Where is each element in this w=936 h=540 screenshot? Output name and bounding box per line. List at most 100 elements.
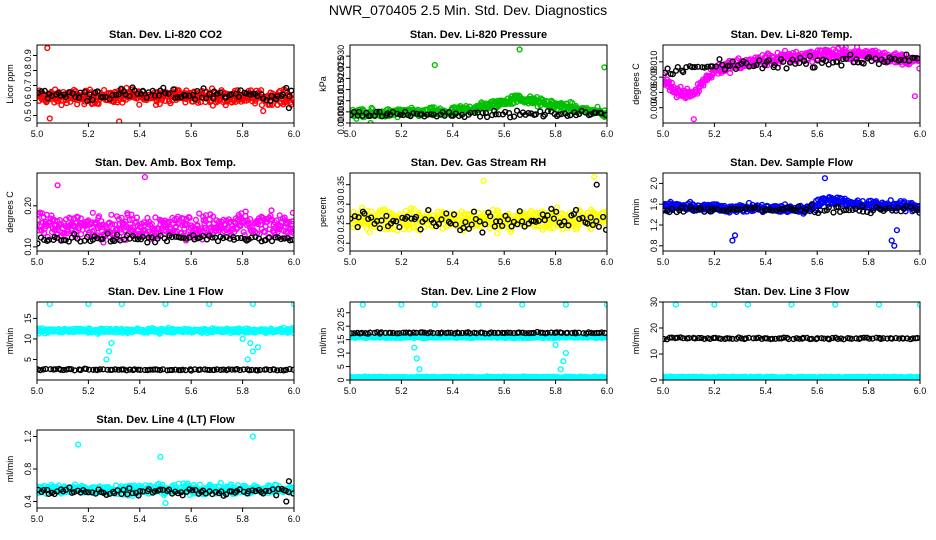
data-point [842, 55, 850, 63]
data-point [479, 329, 486, 336]
outlier-point [557, 366, 564, 373]
data-point [263, 96, 270, 104]
data-point [71, 230, 78, 238]
outlier-point [108, 340, 115, 347]
data-point [853, 56, 860, 63]
data-point [711, 206, 718, 213]
data-point [162, 90, 169, 97]
data-point [765, 57, 772, 64]
plot-frame [36, 44, 295, 124]
x-tick-label: 5.6 [185, 257, 198, 267]
data-point [734, 206, 742, 213]
data-point [161, 97, 169, 105]
panel-title: Stan. Dev. Li-820 CO2 [109, 29, 222, 41]
data-point [355, 108, 363, 116]
data-point [191, 366, 198, 373]
x-tick-label: 5.8 [549, 386, 562, 396]
x-tick-label: 5.2 [395, 129, 408, 139]
y-tick-label: 25 [336, 308, 346, 318]
data-point [289, 327, 294, 334]
x-tick-label: 5.0 [657, 129, 670, 139]
y-axis-label: percent [318, 196, 328, 227]
data-point [209, 213, 217, 220]
data-point [504, 329, 511, 336]
y-tick-label: 15 [336, 335, 346, 345]
data-point [468, 221, 475, 228]
data-point [572, 112, 580, 119]
data-point [60, 366, 67, 374]
points-group [350, 302, 607, 380]
data-point [126, 92, 133, 100]
data-point [186, 92, 193, 100]
data-point [783, 65, 790, 72]
data-point [66, 89, 73, 96]
x-tick-label: 5.8 [549, 257, 562, 267]
plot-frame [662, 172, 921, 252]
data-point [281, 235, 288, 242]
data-point [537, 108, 544, 115]
outlier-point [552, 341, 559, 349]
data-point [98, 218, 105, 225]
data-point [519, 329, 526, 336]
data-point [124, 211, 131, 219]
data-point [663, 69, 668, 76]
y-tick-label: 5 [336, 364, 346, 369]
data-point [514, 221, 521, 228]
data-point [726, 206, 734, 213]
data-point [108, 211, 115, 218]
points-group [37, 174, 294, 247]
plot-frame [349, 44, 608, 124]
data-point [289, 236, 294, 243]
data-point [528, 207, 535, 215]
data-point [271, 366, 278, 373]
outlier-point [290, 302, 294, 308]
outlier-point [562, 350, 570, 357]
data-point [93, 367, 101, 374]
data-point [154, 366, 161, 373]
data-point [482, 330, 489, 337]
data-point [701, 208, 708, 215]
data-point [674, 63, 681, 71]
data-point [376, 225, 384, 232]
data-point [131, 366, 138, 373]
data-point [134, 236, 142, 243]
outlier-point [562, 302, 569, 308]
data-point [286, 93, 293, 100]
outlier-point [413, 355, 420, 362]
data-point [691, 63, 698, 71]
data-point [802, 60, 810, 68]
data-point [279, 91, 287, 98]
data-point [376, 108, 383, 115]
data-point [830, 209, 837, 216]
outlier-point [116, 118, 123, 123]
data-point [160, 84, 167, 91]
data-point [488, 329, 495, 336]
data-point [462, 219, 469, 226]
data-point [811, 64, 818, 71]
data-point [522, 330, 529, 337]
data-point [546, 225, 553, 232]
data-point [286, 366, 293, 373]
data-point [213, 366, 221, 373]
panel-5: Stan. Dev. Gas Stream RH5.0 5.2 5.4 5.6 5.8 6… [318, 157, 613, 267]
data-point [223, 234, 230, 241]
outlier-point [411, 344, 418, 351]
data-point [808, 201, 815, 209]
data-point [136, 101, 143, 108]
data-point [839, 55, 847, 63]
data-point [716, 56, 723, 63]
data-point [521, 223, 528, 230]
data-point [532, 111, 539, 118]
outlier-point [591, 173, 598, 181]
outlier-point [891, 242, 898, 249]
data-point [598, 329, 605, 336]
data-point [544, 212, 551, 219]
data-point [168, 233, 176, 241]
data-point [729, 58, 736, 65]
data-point [501, 329, 508, 337]
data-point [585, 329, 592, 336]
data-point [541, 111, 548, 118]
